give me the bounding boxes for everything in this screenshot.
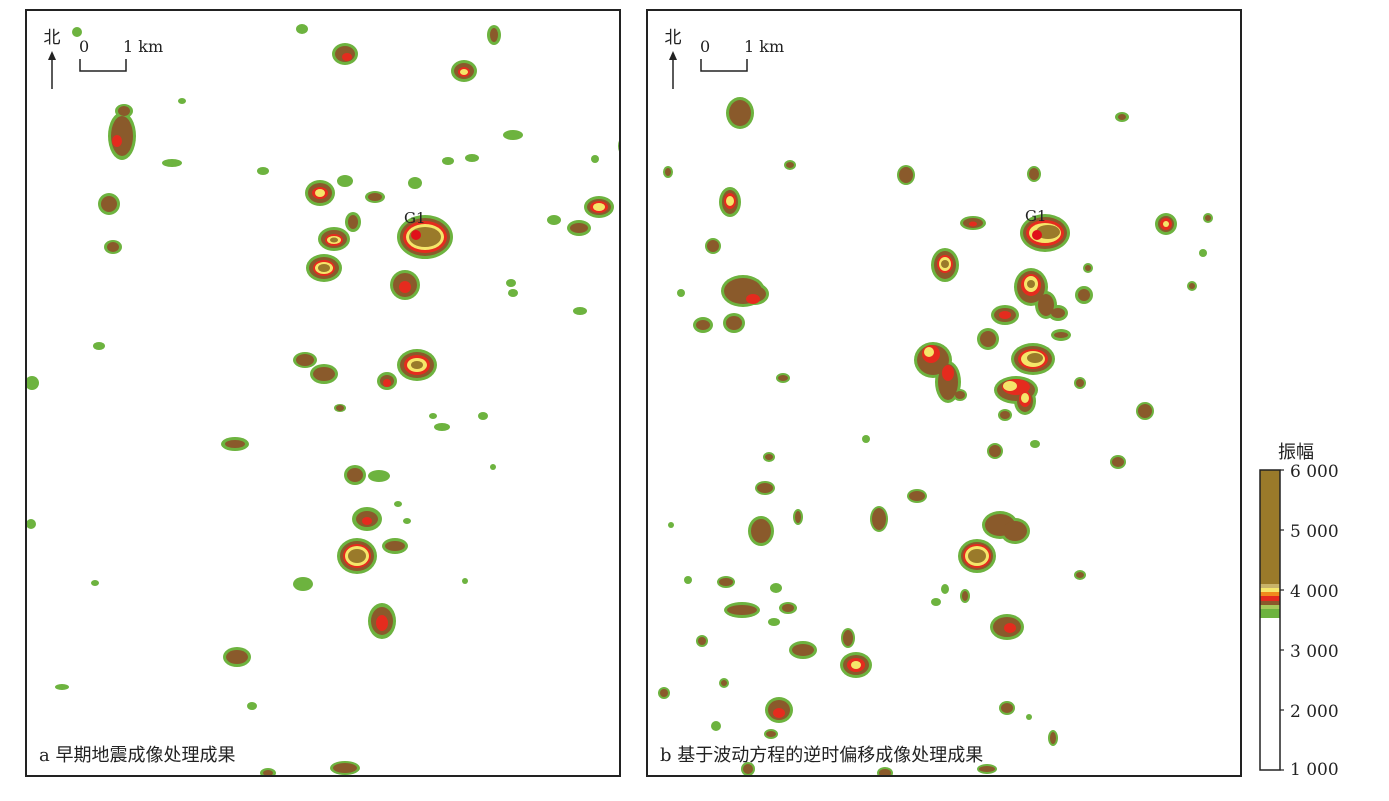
legend-tick-1000: 1 000 [1290, 760, 1339, 780]
amplitude-legend: 振幅 6 000 5 000 4 000 3 000 2 000 1 000 [1258, 438, 1368, 780]
legend-colorbar [1259, 469, 1284, 771]
map-panel-b: 北 0 1 km G1 b 基于波动方程的逆时偏移成像处理成果 [646, 9, 1242, 777]
scale-zero-label: 0 [700, 37, 711, 56]
amplitude-map-a [27, 24, 619, 775]
legend-title: 振幅 [1278, 442, 1314, 463]
well-label-g1: G1 [1025, 207, 1047, 225]
north-arrow-icon [48, 51, 56, 89]
north-arrow: 北 [39, 23, 65, 89]
scale-bar-line [79, 59, 127, 72]
legend-tick-4000: 4 000 [1290, 582, 1339, 602]
scale-zero-label: 0 [79, 37, 90, 56]
scale-bar-line [700, 59, 748, 72]
legend-tick-6000: 6 000 [1290, 462, 1339, 482]
legend-tick-3000: 3 000 [1290, 642, 1339, 662]
scale-one-label: 1 km [744, 37, 785, 56]
legend-tick-5000: 5 000 [1290, 522, 1339, 542]
well-label-g1: G1 [404, 209, 426, 227]
legend-tick-2000: 2 000 [1290, 702, 1339, 722]
well-g1-marker-a [411, 230, 421, 240]
panel-caption-a: a 早期地震成像处理成果 [39, 745, 236, 766]
panel-caption-b: b 基于波动方程的逆时偏移成像处理成果 [660, 745, 984, 766]
north-arrow: 北 [660, 23, 686, 89]
north-label: 北 [664, 28, 682, 48]
north-label: 北 [43, 28, 61, 48]
well-g1-marker-b [1032, 230, 1042, 240]
amplitude-map-b [658, 97, 1213, 775]
map-panel-a: 北 0 1 km G1 a 早期地震成像处理成果 [25, 9, 621, 777]
north-arrow-icon [669, 51, 677, 89]
scale-one-label: 1 km [123, 37, 164, 56]
